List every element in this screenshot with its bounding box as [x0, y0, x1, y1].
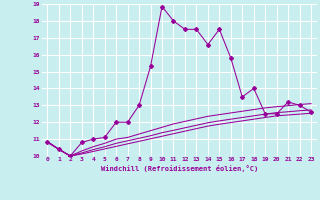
X-axis label: Windchill (Refroidissement éolien,°C): Windchill (Refroidissement éolien,°C) — [100, 165, 258, 172]
